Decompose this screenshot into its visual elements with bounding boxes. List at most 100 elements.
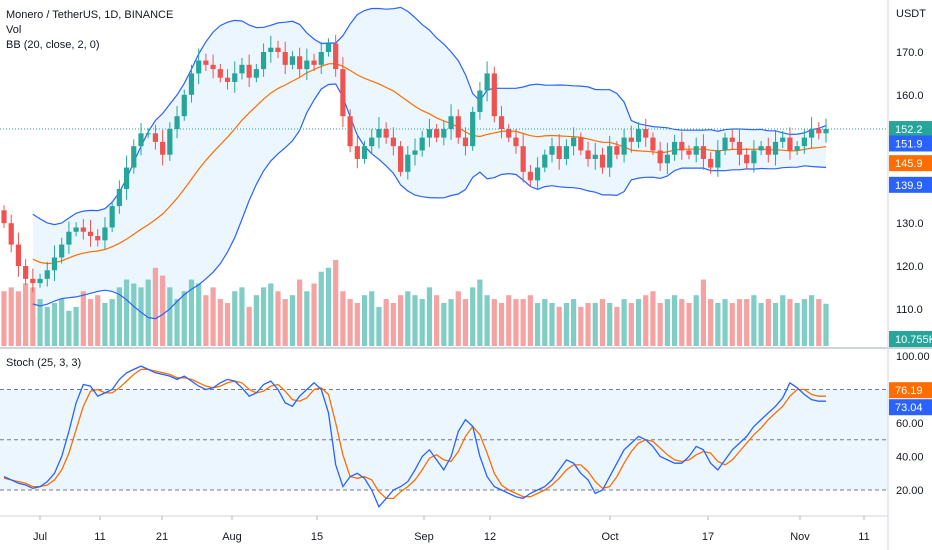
volume-bar bbox=[621, 299, 627, 346]
candle bbox=[686, 145, 692, 160]
symbol-title[interactable]: Monero / TetherUS, 1D, BINANCE bbox=[6, 9, 174, 21]
stochastic-pane[interactable] bbox=[0, 365, 888, 509]
volume-bar bbox=[765, 299, 771, 346]
candle bbox=[203, 53, 209, 72]
last-price-tag-bg bbox=[889, 121, 932, 138]
volume-bar bbox=[369, 291, 375, 346]
volume-bar bbox=[823, 303, 829, 346]
candle-body bbox=[390, 137, 396, 147]
bollinger-legend[interactable]: BB (20, close, 2, 0) bbox=[6, 39, 100, 51]
candle bbox=[729, 129, 735, 150]
volume-bar bbox=[506, 295, 512, 346]
candle bbox=[160, 129, 166, 166]
candle-body bbox=[592, 154, 598, 159]
stoch-k-line bbox=[3, 365, 826, 509]
candle bbox=[751, 140, 757, 173]
candle-body bbox=[23, 266, 29, 279]
candle-body bbox=[282, 52, 288, 65]
candle-body bbox=[765, 146, 771, 155]
candle-body bbox=[664, 154, 670, 164]
candle-body bbox=[297, 56, 303, 70]
volume-bar bbox=[585, 303, 591, 346]
candle bbox=[131, 139, 137, 174]
candle bbox=[123, 155, 130, 200]
volume-legend[interactable]: Vol bbox=[6, 24, 22, 36]
candle-body bbox=[614, 146, 620, 155]
candle bbox=[188, 64, 195, 103]
candle bbox=[643, 118, 649, 147]
candle bbox=[8, 214, 14, 253]
candle bbox=[361, 141, 368, 164]
stoch-k-tag-bg bbox=[889, 399, 932, 416]
last-price-tag: 152.2 bbox=[895, 124, 923, 136]
stochastic-legend[interactable]: Stoch (25, 3, 3) bbox=[6, 357, 82, 369]
candle-body bbox=[498, 116, 505, 130]
candle bbox=[477, 81, 483, 120]
candle-body bbox=[563, 146, 570, 159]
candle-body bbox=[585, 150, 591, 159]
candle-body bbox=[145, 133, 151, 135]
bollinger-fill bbox=[32, 7, 827, 319]
volume-bar bbox=[289, 295, 296, 346]
candle bbox=[239, 57, 245, 80]
candle bbox=[700, 134, 707, 170]
candle bbox=[491, 66, 497, 123]
candle bbox=[722, 132, 728, 156]
candle-body bbox=[333, 43, 339, 70]
candle-body bbox=[397, 146, 404, 172]
price-pane[interactable] bbox=[0, 0, 888, 346]
candle bbox=[448, 104, 454, 140]
candle bbox=[289, 51, 296, 70]
candle bbox=[794, 141, 800, 156]
volume-bar bbox=[297, 279, 303, 346]
candle bbox=[282, 41, 288, 75]
candle bbox=[15, 232, 22, 277]
volume-bar bbox=[239, 287, 245, 346]
candle bbox=[304, 48, 310, 80]
candle-body bbox=[116, 188, 122, 207]
candle bbox=[102, 217, 108, 250]
candle-body bbox=[66, 231, 72, 245]
volume-bar bbox=[167, 287, 173, 346]
candle-body bbox=[484, 73, 490, 91]
candle-body bbox=[340, 69, 346, 117]
candle bbox=[224, 69, 231, 90]
candle-body bbox=[686, 150, 692, 155]
candle-body bbox=[123, 167, 130, 189]
candle-body bbox=[527, 171, 533, 181]
volume-bar bbox=[318, 271, 324, 346]
candle-body bbox=[419, 137, 425, 151]
volume-bar bbox=[556, 306, 562, 346]
candle bbox=[340, 57, 346, 127]
volume-bar bbox=[325, 267, 332, 346]
candle-body bbox=[657, 150, 663, 164]
volume-bar bbox=[304, 291, 310, 346]
time-tick-label: Jul bbox=[33, 531, 47, 543]
stoch-k-tag: 73.04 bbox=[895, 402, 923, 414]
volume-bar bbox=[794, 303, 800, 346]
volume-bar bbox=[232, 291, 238, 346]
volume-bar bbox=[715, 303, 721, 346]
volume-bar bbox=[527, 295, 533, 346]
volume-bar bbox=[664, 299, 670, 346]
candle bbox=[23, 259, 29, 286]
candle bbox=[693, 137, 699, 163]
volume-bar bbox=[772, 303, 779, 346]
volume-bar bbox=[708, 299, 714, 346]
volume-bar bbox=[419, 299, 425, 346]
candle-body bbox=[188, 73, 195, 95]
candle-body bbox=[506, 129, 512, 138]
candle-body bbox=[448, 116, 454, 130]
candle bbox=[397, 141, 404, 177]
candle-body bbox=[628, 137, 634, 142]
candle bbox=[628, 125, 634, 153]
candle-body bbox=[59, 244, 65, 258]
candle-body bbox=[361, 146, 368, 159]
candle-body bbox=[650, 137, 656, 151]
volume-bar bbox=[462, 299, 469, 346]
candle bbox=[549, 137, 555, 163]
candle-body bbox=[607, 146, 613, 168]
candle-body bbox=[224, 77, 231, 82]
